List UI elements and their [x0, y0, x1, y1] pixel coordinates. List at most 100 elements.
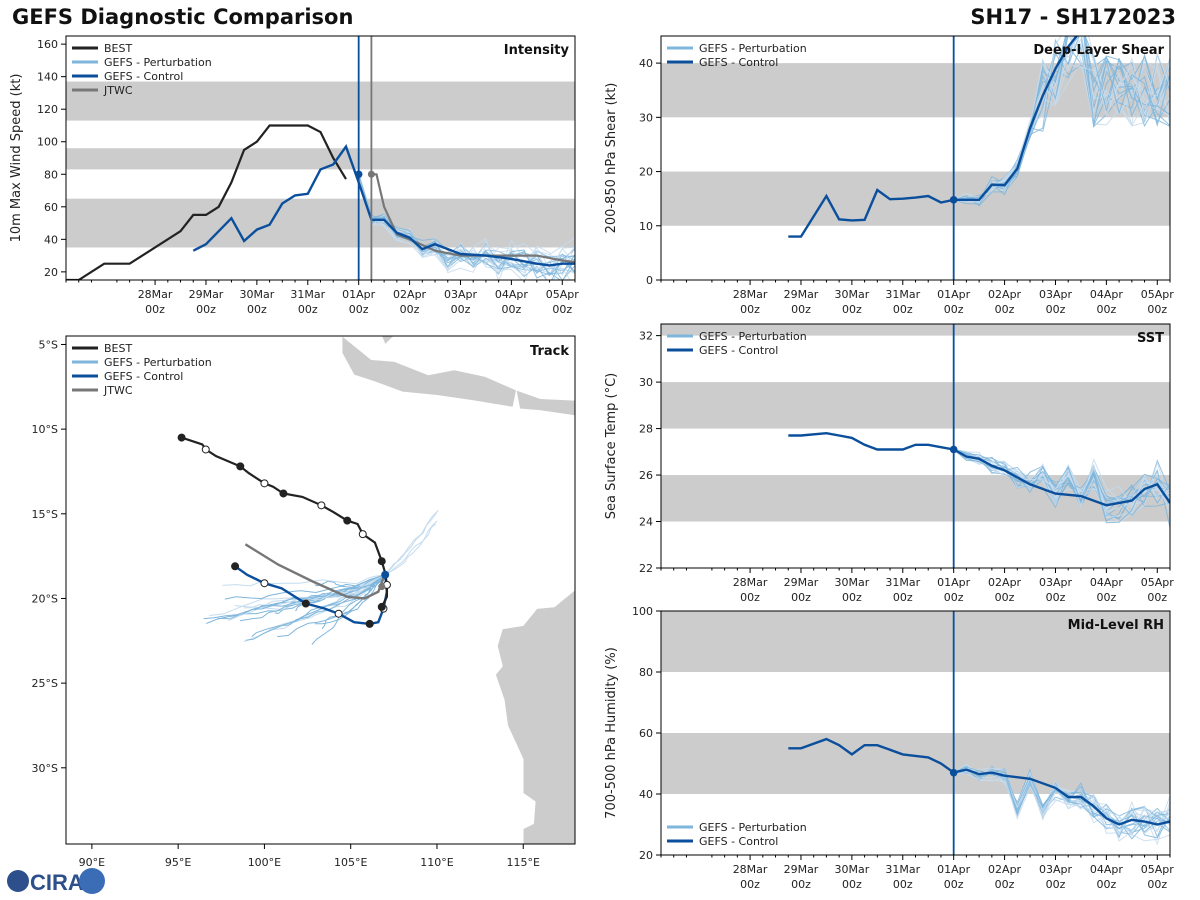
y-tick-label: 140	[37, 71, 58, 84]
globe-icon	[7, 870, 29, 892]
legend-label: JTWC	[103, 84, 133, 97]
plot-area	[66, 36, 575, 280]
x-tick-label: 30Mar	[834, 863, 869, 876]
x-tick-label: 02Apr	[988, 863, 1022, 876]
x-tick-label: 28Mar	[733, 576, 768, 589]
perturbation-track	[384, 512, 438, 576]
perturbation-member-line	[358, 174, 575, 277]
x-tick-label: 03Apr	[1039, 576, 1073, 589]
x-tick-label: 02Apr	[988, 288, 1022, 301]
x-tick-label: 00z	[995, 591, 1015, 604]
x-tick-label: 29Mar	[784, 863, 819, 876]
best-track-point	[260, 479, 269, 488]
x-tick-label: 00z	[740, 303, 760, 316]
plot-area	[661, 324, 1170, 568]
x-tick-label: 00z	[740, 591, 760, 604]
x-tick-label: 29Mar	[189, 288, 224, 301]
x-tick-label: 31Mar	[885, 576, 920, 589]
perturbation-member-line	[953, 449, 1170, 517]
y-axis-label: 10m Max Wind Speed (kt)	[9, 74, 24, 243]
perturbation-track	[222, 574, 386, 587]
x-tick-label: 04Apr	[1090, 288, 1124, 301]
perturbation-member-line	[358, 174, 575, 274]
x-tick-label: 00z	[893, 878, 913, 891]
perturbation-track	[243, 574, 386, 609]
control-line	[788, 36, 1079, 238]
x-tick-label: 00z	[944, 591, 964, 604]
control-track-point	[231, 562, 240, 571]
map-area	[177, 336, 575, 844]
best-track-point	[236, 462, 245, 471]
y-tick-label: 30	[639, 376, 653, 389]
x-tick-label: 00z	[552, 303, 572, 316]
panel-sst: 22 24 26 28 30 32 28Mar 00z 29Mar 00z 30Mar 00z 31Ma…	[604, 323, 1174, 604]
best-track-line	[66, 124, 347, 280]
best-track-point	[317, 501, 326, 510]
control-track-point	[334, 609, 343, 618]
x-tick-label: 30Mar	[239, 288, 274, 301]
x-tick-label: 31Mar	[290, 288, 325, 301]
x-tick-label: 00z	[842, 591, 862, 604]
legend-label: GEFS - Control	[699, 835, 778, 848]
x-tick-label: 00z	[1046, 878, 1066, 891]
x-tick-label: 31Mar	[885, 863, 920, 876]
threshold-band	[661, 324, 1170, 336]
x-tick-label: 02Apr	[988, 576, 1022, 589]
x-tick-label: 00z	[1046, 591, 1066, 604]
legend-label: JTWC	[103, 384, 133, 397]
x-tick-label: 00z	[247, 303, 267, 316]
control-line	[788, 737, 1170, 826]
legend-label: BEST	[104, 342, 132, 355]
perturbation-member-line	[953, 36, 1170, 201]
x-tick-label: 30Mar	[834, 576, 869, 589]
control-line	[788, 431, 1170, 507]
x-tick-label: 00z	[944, 303, 964, 316]
x-tick-label: 29Mar	[784, 576, 819, 589]
perturbation-member-line	[953, 772, 1170, 837]
cloud-badge-icon	[79, 868, 105, 894]
control-line	[192, 144, 575, 267]
x-tick-label: 00z	[740, 878, 760, 891]
x-tick-label: 02Apr	[393, 288, 427, 301]
x-tick-label: 04Apr	[1090, 863, 1124, 876]
x-tick-label: 00z	[400, 303, 420, 316]
y-tick-label: 30	[639, 111, 653, 124]
x-tick-label: 00z	[1096, 591, 1116, 604]
legend-label: GEFS - Control	[699, 344, 778, 357]
lon-tick-label: 110°E	[420, 856, 453, 869]
x-tick-label: 04Apr	[1090, 576, 1124, 589]
best-track-point	[377, 557, 386, 566]
x-tick-label: 00z	[1096, 303, 1116, 316]
x-tick-label: 00z	[1147, 303, 1167, 316]
x-tick-label: 30Mar	[834, 288, 869, 301]
x-tick-label: 03Apr	[444, 288, 478, 301]
perturbation-track	[217, 574, 386, 620]
legend-label: GEFS - Perturbation	[104, 56, 212, 69]
legend-label: GEFS - Control	[104, 70, 183, 83]
map-frame	[65, 335, 576, 845]
lat-tick-label: 10°S	[32, 423, 58, 436]
panel-rh: 20 40 60 80 100 28Mar 00z 29Mar 00z 30Mar 00z 31Mar…	[604, 605, 1174, 891]
y-tick-label: 120	[37, 103, 58, 116]
lon-tick-label: 115°E	[507, 856, 540, 869]
perturbation-track	[384, 520, 438, 576]
lon-tick-label: 90°E	[79, 856, 105, 869]
y-tick-label: 60	[44, 201, 58, 214]
y-tick-label: 100	[37, 136, 58, 149]
page-title: GEFS Diagnostic Comparison	[12, 5, 354, 29]
lon-tick-label: 100°E	[248, 856, 281, 869]
panel-title: Mid-Level RH	[1068, 618, 1164, 633]
threshold-band	[661, 382, 1170, 429]
x-tick-label: 00z	[1147, 878, 1167, 891]
x-tick-label: 01Apr	[342, 288, 376, 301]
best-track-point	[377, 602, 386, 611]
x-tick-label: 00z	[791, 878, 811, 891]
plot-area	[661, 611, 1170, 855]
best-track-point	[343, 516, 352, 525]
x-tick-label: 00z	[842, 878, 862, 891]
y-tick-label: 100	[632, 605, 653, 618]
y-tick-label: 0	[646, 274, 653, 287]
best-track-point	[177, 433, 186, 442]
lat-tick-label: 25°S	[32, 677, 58, 690]
